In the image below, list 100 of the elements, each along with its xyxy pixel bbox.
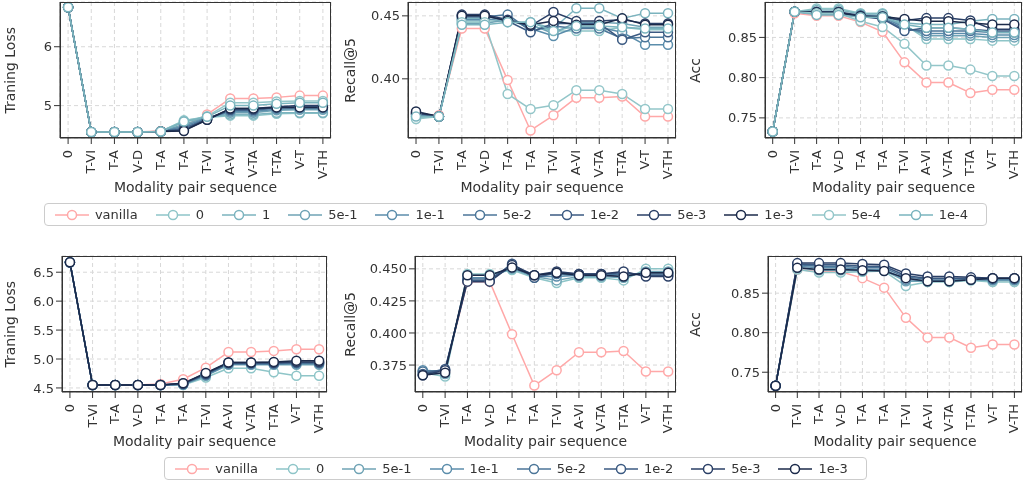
legend-label: 5e-1 bbox=[382, 461, 412, 476]
x-tick-label: T-A bbox=[107, 403, 123, 426]
x-tick-label: T-A bbox=[152, 149, 168, 172]
legend-label: 1e-1 bbox=[469, 461, 499, 476]
y-tick-label: 6 bbox=[43, 39, 52, 55]
x-tick-label: T-TA bbox=[615, 403, 631, 432]
y-tick-label: 5.5 bbox=[33, 322, 54, 338]
x-tick-label: T-A bbox=[526, 403, 542, 426]
x-tick-label: V-T bbox=[637, 149, 653, 170]
y-axis-title: Acc bbox=[687, 311, 703, 337]
x-tick-label: T-A bbox=[522, 149, 538, 172]
legend-label: 5e-3 bbox=[677, 207, 707, 222]
x-tick-label: V-TA bbox=[591, 149, 607, 178]
x-tick-label: V-TA bbox=[245, 149, 261, 178]
x-tick-label: V-TH bbox=[311, 404, 327, 434]
legend-label: vanilla bbox=[215, 461, 258, 476]
y-tick-label: 0.80 bbox=[728, 70, 757, 86]
x-tick-label: 0 bbox=[60, 150, 76, 159]
x-tick-label: T-A bbox=[152, 403, 168, 426]
legend-label: 5e-2 bbox=[556, 461, 586, 476]
x-tick-label: 0 bbox=[764, 150, 780, 159]
x-tick-label: T-A bbox=[175, 403, 191, 426]
x-tick-label: T-VI bbox=[430, 150, 446, 175]
legend-label: 1e-2 bbox=[589, 207, 620, 222]
y-tick-label: 5.0 bbox=[33, 351, 54, 367]
x-tick-label: V-T bbox=[291, 149, 307, 170]
y-axis-title: Traning Loss bbox=[2, 26, 18, 114]
legend-label: 1e-3 bbox=[764, 207, 794, 222]
x-tick-label: V-D bbox=[129, 404, 145, 427]
y-tick-label: 0.75 bbox=[731, 364, 760, 380]
x-tick-label: A-VI bbox=[222, 150, 238, 176]
legend-label: 1 bbox=[261, 207, 271, 222]
x-axis-title: Modality pair sequence bbox=[462, 433, 629, 449]
y-tick-label: 0.45 bbox=[371, 8, 400, 24]
y-tick-label: 0.450 bbox=[369, 261, 407, 277]
x-tick-label: T-VI bbox=[545, 150, 561, 175]
x-tick-label: T-VI bbox=[199, 150, 215, 175]
x-tick-label: V-TA bbox=[940, 149, 956, 178]
x-axis-title: Modality pair sequence bbox=[459, 179, 625, 195]
legend-label: 1e-3 bbox=[818, 461, 848, 476]
x-tick-label: V-TH bbox=[660, 404, 676, 434]
x-tick-label: V-TH bbox=[1006, 404, 1022, 434]
x-tick-label: 0 bbox=[408, 150, 424, 159]
legend-label: 1e-2 bbox=[643, 461, 674, 476]
x-tick-label: 0 bbox=[61, 404, 77, 413]
x-tick-label: V-TA bbox=[941, 403, 957, 432]
x-tick-label: T-A bbox=[854, 403, 870, 426]
y-tick-label: 0.85 bbox=[728, 30, 757, 46]
y-tick-label: 0.400 bbox=[369, 325, 407, 341]
x-tick-label: T-VI bbox=[437, 404, 453, 429]
x-tick-label: V-TA bbox=[243, 403, 259, 432]
legend-label: vanilla bbox=[94, 207, 138, 222]
x-tick-label: V-TH bbox=[659, 150, 675, 180]
x-tick-label: V-T bbox=[984, 403, 1000, 424]
legend-label: 5e-2 bbox=[502, 207, 532, 222]
x-tick-label: V-D bbox=[481, 404, 497, 427]
x-tick-label: A-VI bbox=[220, 404, 236, 430]
x-tick-label: T-TA bbox=[962, 403, 978, 432]
y-axis-title: Recall@5 bbox=[342, 291, 358, 357]
x-tick-label: A-VI bbox=[918, 150, 934, 176]
x-tick-label: T-VI bbox=[789, 404, 805, 429]
y-tick-label: 5 bbox=[43, 98, 52, 114]
x-tick-label: T-A bbox=[499, 149, 515, 172]
y-tick-label: 6.5 bbox=[33, 264, 54, 280]
x-tick-label: T-VI bbox=[897, 404, 913, 429]
x-tick-label: T-A bbox=[874, 149, 890, 172]
x-tick-label: A-VI bbox=[919, 404, 935, 430]
x-tick-label: T-VI bbox=[548, 404, 564, 429]
x-tick-label: 0 bbox=[414, 404, 430, 413]
x-tick-label: T-TA bbox=[962, 149, 978, 178]
x-tick-label: T-A bbox=[504, 403, 520, 426]
y-tick-label: 0.85 bbox=[731, 285, 760, 301]
y-tick-label: 6.0 bbox=[33, 293, 54, 309]
x-tick-label: T-A bbox=[876, 403, 892, 426]
y-axis-title: Acc bbox=[687, 57, 703, 83]
y-axis-title: Traning Loss bbox=[2, 280, 18, 368]
x-tick-label: T-A bbox=[459, 403, 475, 426]
x-tick-label: T-A bbox=[175, 149, 191, 172]
x-tick-label: V-D bbox=[830, 150, 846, 173]
legend-label: 1e-4 bbox=[938, 207, 969, 222]
y-tick-label: 0.75 bbox=[728, 110, 757, 126]
x-tick-label: T-TA bbox=[614, 149, 630, 178]
x-tick-label: T-VI bbox=[786, 150, 802, 175]
x-tick-label: T-TA bbox=[265, 403, 281, 432]
x-tick-label: T-VI bbox=[197, 404, 213, 429]
x-tick-label: V-T bbox=[984, 149, 1000, 170]
y-tick-label: 4.5 bbox=[33, 380, 54, 396]
x-tick-label: T-A bbox=[852, 149, 868, 172]
x-axis-title: Modality pair sequence bbox=[111, 433, 278, 449]
legend-label: 1e-1 bbox=[415, 207, 445, 222]
x-tick-label: T-A bbox=[106, 149, 122, 172]
y-axis-title: Recall@5 bbox=[342, 37, 358, 103]
x-tick-label: T-VI bbox=[83, 150, 99, 175]
x-axis-title: Modality pair sequence bbox=[112, 179, 279, 195]
x-tick-label: T-A bbox=[811, 403, 827, 426]
legend-label: 5e-4 bbox=[851, 207, 881, 222]
x-tick-label: V-D bbox=[476, 150, 492, 173]
legend-label: 5e-3 bbox=[731, 461, 761, 476]
y-tick-label: 0.425 bbox=[369, 293, 407, 309]
x-tick-label: V-TH bbox=[1006, 150, 1022, 180]
